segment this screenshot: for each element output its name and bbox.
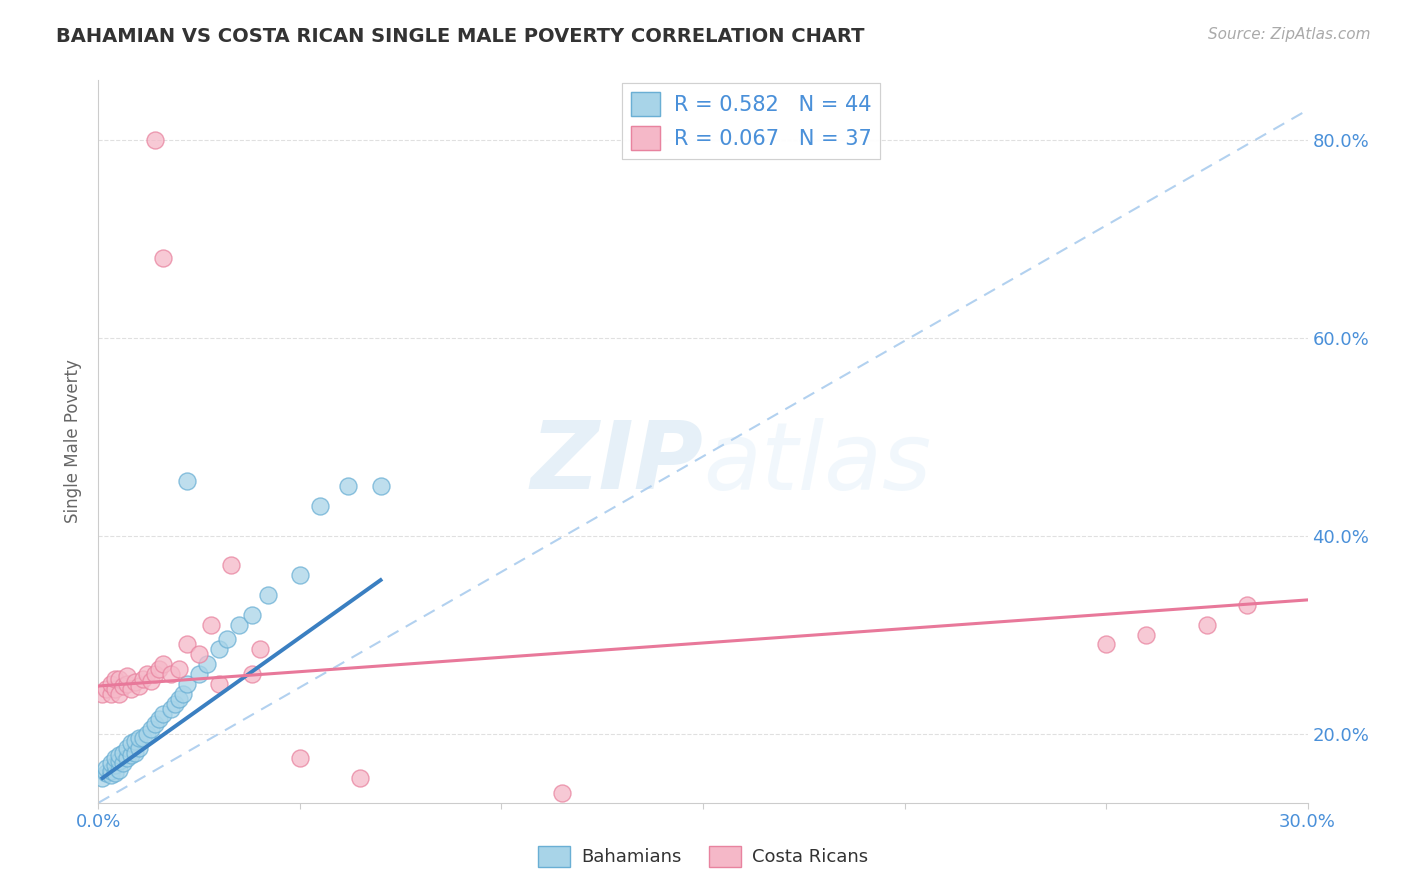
Point [103,751,125,765]
Point [176,677,198,691]
Point [96,681,118,696]
Point [288,568,311,582]
Point [221,558,243,573]
Point [120,748,142,763]
Point [167,662,190,676]
Point [148,712,170,726]
Point [115,751,138,765]
Point [143,716,166,731]
Point [1135,811,1157,825]
Point [115,741,138,756]
Point [288,751,311,765]
Point [107,748,129,763]
Point [91,687,114,701]
Point [370,479,392,493]
Point [240,607,263,622]
Point [1095,637,1118,651]
Point [135,726,157,740]
Legend: R = 0.582   N = 44, R = 0.067   N = 37: R = 0.582 N = 44, R = 0.067 N = 37 [623,84,880,159]
Point [337,479,360,493]
Point [167,691,190,706]
Point [163,697,186,711]
Point [176,637,198,651]
Text: ZIP: ZIP [530,417,703,509]
Point [143,667,166,681]
Point [132,731,155,746]
Point [132,672,155,686]
Point [111,747,134,761]
Point [551,786,574,800]
Point [124,675,146,690]
Point [115,677,138,691]
Point [103,766,125,780]
Point [124,747,146,761]
Point [100,756,122,771]
Point [160,667,183,681]
Point [240,667,263,681]
Point [208,677,231,691]
Point [200,617,222,632]
Text: Source: ZipAtlas.com: Source: ZipAtlas.com [1208,27,1371,42]
Point [128,731,150,746]
Point [103,758,125,772]
Point [100,764,122,778]
Point [100,768,122,782]
Point [152,252,174,266]
Point [217,632,239,647]
Point [111,679,134,693]
Point [188,648,211,662]
Legend: Bahamians, Costa Ricans: Bahamians, Costa Ricans [530,838,876,874]
Point [103,681,125,696]
Point [100,677,122,691]
Point [107,763,129,777]
Point [96,766,118,780]
Point [208,642,231,657]
Point [195,657,218,672]
Text: BAHAMIAN VS COSTA RICAN SINGLE MALE POVERTY CORRELATION CHART: BAHAMIAN VS COSTA RICAN SINGLE MALE POVE… [56,27,865,45]
Point [120,681,142,696]
Point [349,771,371,785]
Point [107,687,129,701]
Point [128,741,150,756]
Point [160,702,183,716]
Point [139,722,162,736]
Point [176,474,198,488]
Point [135,667,157,681]
Point [128,679,150,693]
Point [309,499,332,513]
Point [256,588,278,602]
Y-axis label: Single Male Poverty: Single Male Poverty [65,359,83,524]
Point [100,687,122,701]
Point [1236,598,1258,612]
Text: atlas: atlas [703,417,931,508]
Point [115,669,138,683]
Point [152,657,174,672]
Point [139,674,162,689]
Point [124,734,146,748]
Point [107,754,129,768]
Point [172,687,194,701]
Point [228,617,250,632]
Point [249,642,271,657]
Point [91,771,114,785]
Point [1135,627,1157,641]
Point [143,133,166,147]
Point [107,672,129,686]
Point [120,736,142,750]
Point [96,761,118,775]
Point [148,662,170,676]
Point [111,756,134,771]
Point [152,706,174,721]
Point [103,672,125,686]
Point [188,667,211,681]
Point [1195,617,1218,632]
